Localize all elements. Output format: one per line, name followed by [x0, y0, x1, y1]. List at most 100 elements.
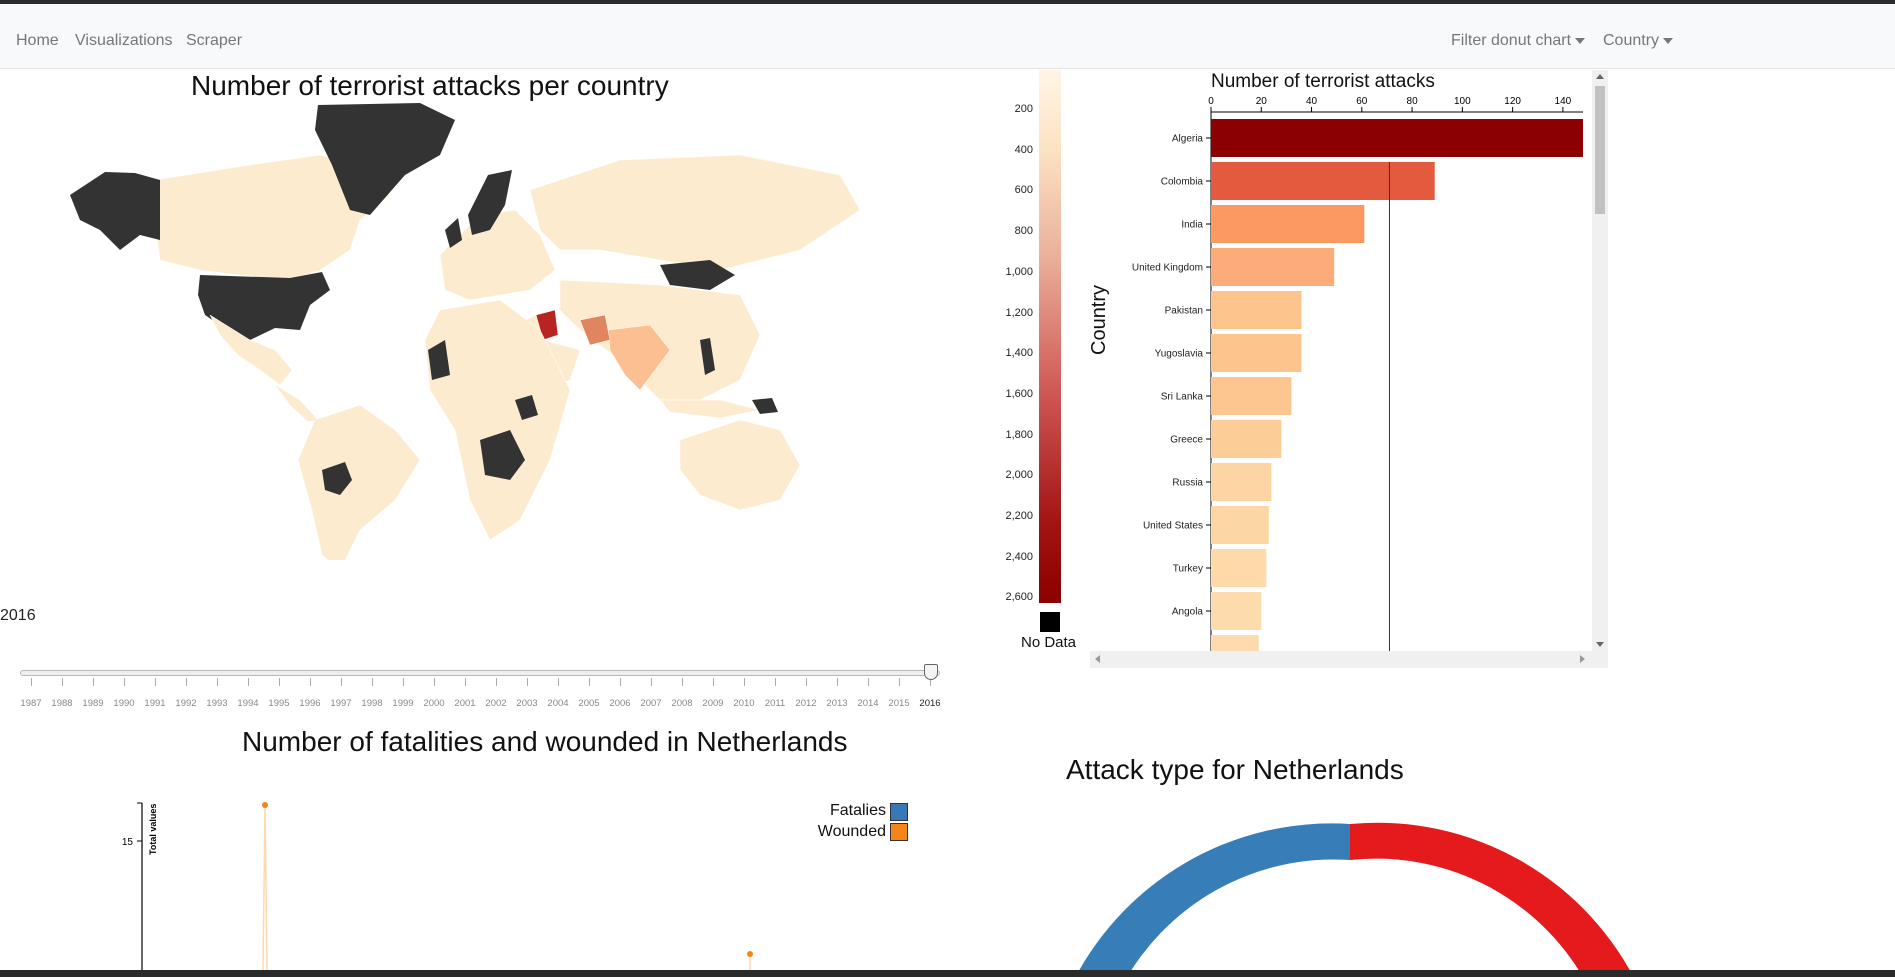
map-country-afghanistan[interactable] — [579, 314, 611, 346]
donut-slice-blue[interactable] — [1069, 823, 1350, 970]
slider-year-label[interactable]: 1997 — [330, 698, 352, 709]
country-dropdown[interactable]: Country — [1603, 32, 1674, 50]
slider-year-label[interactable]: 2005 — [578, 698, 600, 709]
slider-year-label[interactable]: 1994 — [237, 698, 259, 709]
slider-year-label[interactable]: 2003 — [516, 698, 538, 709]
map-region-africa[interactable] — [424, 299, 571, 541]
map-country-western-sahara[interactable] — [428, 340, 450, 380]
bar-x-tick-label: 20 — [1256, 96, 1268, 107]
scroll-up-icon[interactable] — [1596, 74, 1604, 79]
slider-year-label[interactable]: 2001 — [454, 698, 476, 709]
slider-year-label[interactable]: 2002 — [485, 698, 507, 709]
nav-scraper-link[interactable]: Scraper — [186, 32, 243, 49]
map-region-central-america[interactable] — [274, 384, 319, 423]
slider-year-label[interactable]: 2010 — [733, 698, 755, 709]
world-map[interactable] — [60, 100, 900, 560]
bar-x-tick-label: 0 — [1208, 96, 1214, 107]
slider-tick — [217, 678, 218, 686]
bar[interactable] — [1211, 334, 1302, 372]
scroll-left-icon[interactable] — [1095, 655, 1100, 663]
bar[interactable] — [1211, 205, 1365, 243]
bar[interactable] — [1211, 119, 1583, 157]
map-country-vietnam[interactable] — [700, 338, 715, 375]
slider-year-label[interactable]: 2004 — [547, 698, 569, 709]
bar[interactable] — [1211, 377, 1292, 415]
map-country-indonesia[interactable] — [659, 399, 761, 419]
bar-chart-horizontal-scrollbar[interactable] — [1090, 651, 1608, 668]
map-country-southern-africa[interactable] — [480, 430, 525, 480]
bar-chart[interactable]: 0 20 40 60 80 100 120 140 Algeria Colombia India Un… — [1090, 70, 1592, 652]
slider-year-label[interactable]: 1992 — [175, 698, 197, 709]
map-country-scandinavia[interactable] — [468, 170, 512, 235]
slider-tick — [620, 678, 621, 686]
slider-year-label[interactable]: 1995 — [268, 698, 290, 709]
slider-year-label[interactable]: 1998 — [361, 698, 383, 709]
slider-year-label[interactable]: 1991 — [144, 698, 166, 709]
bar[interactable] — [1211, 635, 1259, 652]
slider-year-label[interactable]: 2013 — [826, 698, 848, 709]
bar[interactable] — [1211, 506, 1269, 544]
slider-year-label[interactable]: 2009 — [702, 698, 724, 709]
donut-slice-red[interactable] — [1350, 822, 1640, 970]
map-country-kenya[interactable] — [515, 395, 538, 420]
slider-year-label[interactable]: 2006 — [609, 698, 631, 709]
map-country-bolivia[interactable] — [322, 462, 352, 495]
bar[interactable] — [1211, 162, 1435, 200]
map-country-usa[interactable] — [198, 272, 330, 340]
no-data-swatch — [1040, 612, 1060, 632]
year-slider[interactable]: 1987 1988 1989 1990 1991 1992 1993 1994 1995 1996… — [20, 660, 941, 720]
slider-handle[interactable] — [924, 664, 938, 680]
bar[interactable] — [1211, 420, 1282, 458]
bar[interactable] — [1211, 549, 1267, 587]
slider-year-label[interactable]: 2015 — [888, 698, 910, 709]
slider-tick — [372, 678, 373, 686]
map-country-alaska[interactable] — [70, 172, 160, 250]
map-country-uk[interactable] — [445, 218, 462, 248]
scrollbar-thumb[interactable] — [1595, 86, 1605, 214]
wounded-point[interactable] — [747, 951, 753, 957]
slider-track[interactable] — [20, 670, 940, 676]
map-country-mongolia[interactable] — [660, 260, 735, 290]
slider-tick — [31, 678, 32, 686]
map-region-south-america[interactable] — [297, 404, 421, 560]
donut-chart[interactable] — [1060, 820, 1660, 970]
map-country-papua[interactable] — [752, 398, 778, 414]
bar-category-label: Pakistan — [1165, 306, 1203, 317]
scroll-down-icon[interactable] — [1596, 642, 1604, 647]
slider-year-label[interactable]: 2011 — [764, 698, 786, 709]
slider-year-label[interactable]: 1989 — [82, 698, 104, 709]
slider-year-label[interactable]: 1999 — [392, 698, 414, 709]
slider-year-label[interactable]: 1988 — [51, 698, 73, 709]
slider-year-label[interactable]: 2014 — [857, 698, 879, 709]
slider-year-label[interactable]: 2016 — [919, 698, 941, 709]
slider-year-label[interactable]: 1993 — [206, 698, 228, 709]
scroll-right-icon[interactable] — [1580, 655, 1585, 663]
slider-year-label[interactable]: 2007 — [640, 698, 662, 709]
slider-year-label[interactable]: 1987 — [20, 698, 42, 709]
wounded-point[interactable] — [262, 802, 268, 808]
bar[interactable] — [1211, 291, 1302, 329]
slider-year-label[interactable]: 2012 — [795, 698, 817, 709]
bar[interactable] — [1211, 463, 1272, 501]
nav-home-link[interactable]: Home — [16, 32, 59, 49]
map-country-mexico[interactable] — [209, 314, 293, 386]
slider-tick — [248, 678, 249, 686]
window-bottom-border — [0, 970, 1895, 977]
bar-chart-vertical-scrollbar[interactable] — [1592, 70, 1608, 652]
bar-category-label: United Kingdom — [1132, 263, 1203, 274]
slider-year-label[interactable]: 2000 — [423, 698, 445, 709]
bar-category-label: India — [1181, 220, 1203, 231]
bar[interactable] — [1211, 592, 1262, 630]
map-country-india[interactable] — [607, 324, 671, 391]
slider-year-label[interactable]: 2008 — [671, 698, 693, 709]
slider-year-label[interactable]: 1996 — [299, 698, 321, 709]
nav-visualizations-link[interactable]: Visualizations — [75, 32, 173, 49]
map-country-australia[interactable] — [679, 419, 801, 511]
map-country-greenland[interactable] — [315, 103, 455, 215]
filter-donut-dropdown[interactable]: Filter donut chart — [1451, 32, 1586, 50]
map-country-russia[interactable] — [529, 154, 861, 271]
slider-year-label[interactable]: 1990 — [113, 698, 135, 709]
bar-category-label: Yugoslavia — [1155, 349, 1204, 360]
bar[interactable] — [1211, 248, 1335, 286]
line-chart[interactable]: 15 Total values — [110, 795, 830, 970]
